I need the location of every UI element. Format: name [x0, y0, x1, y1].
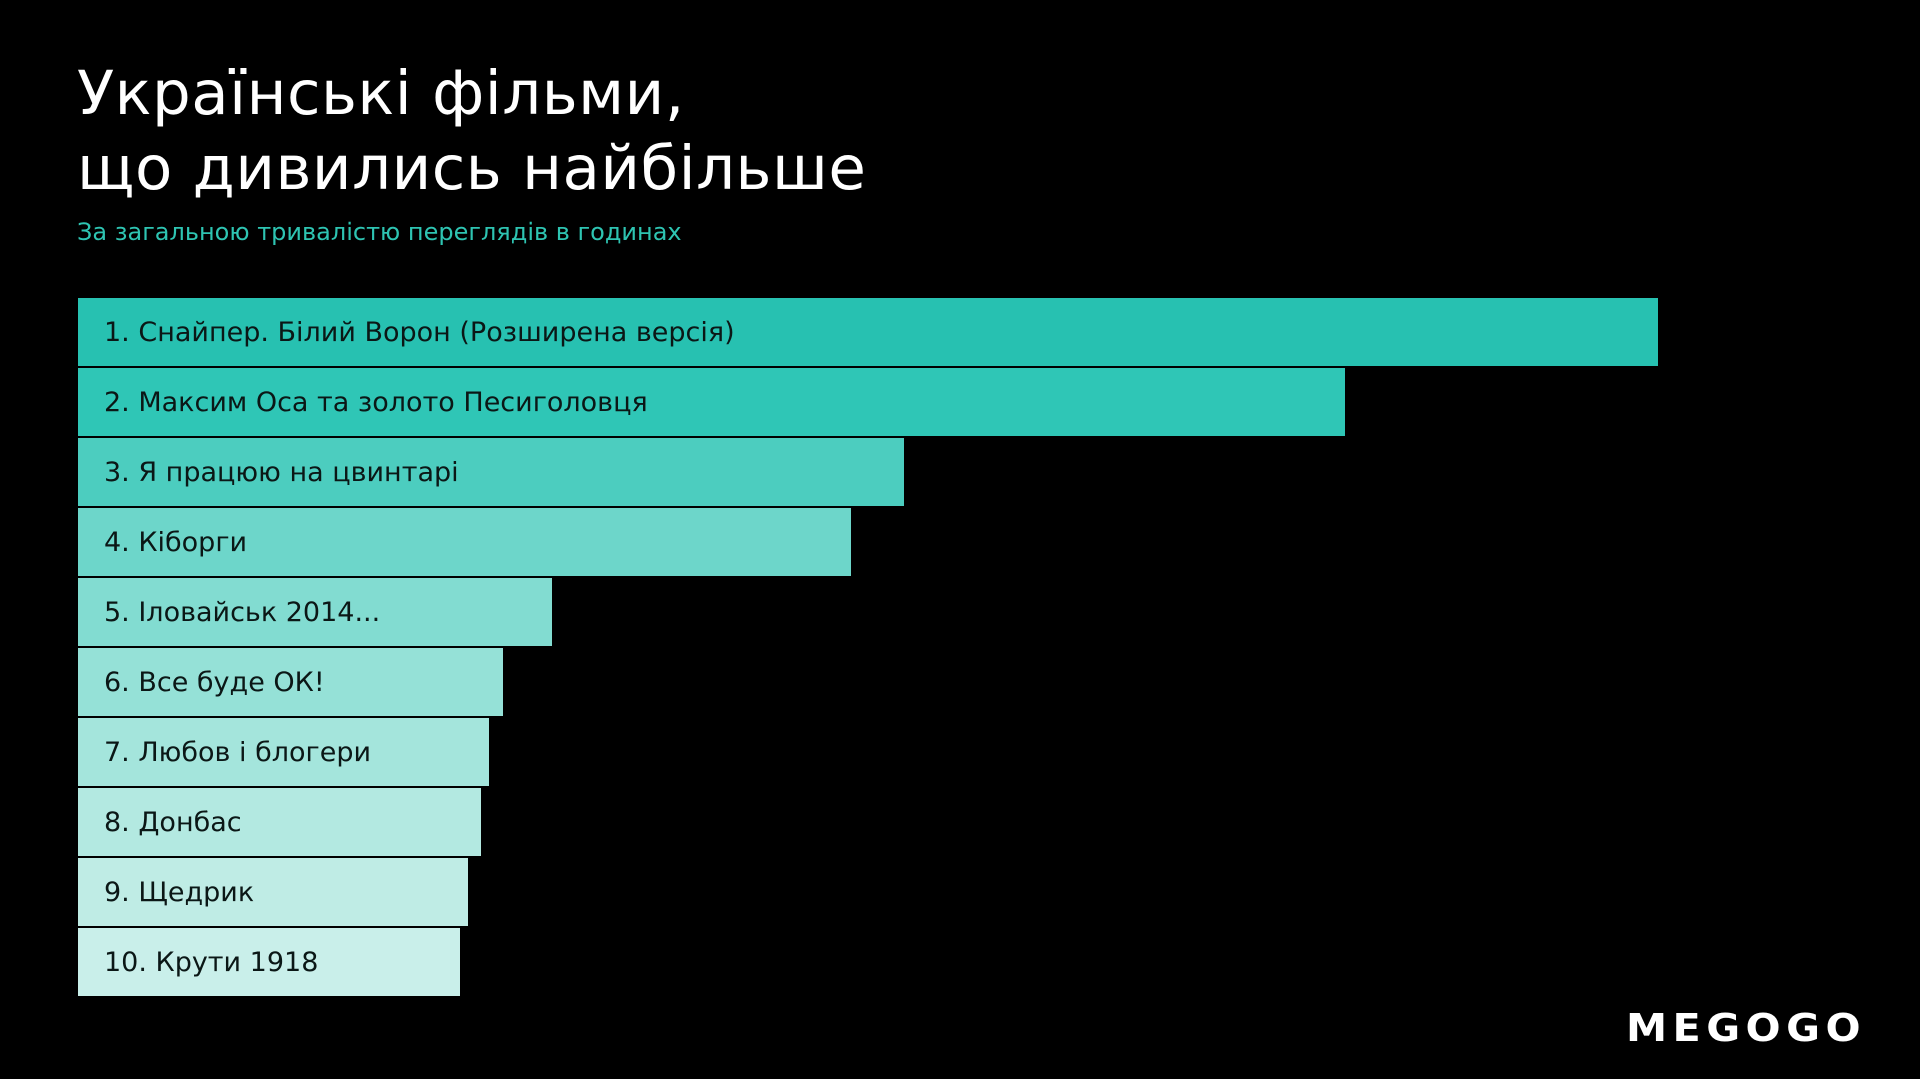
bar-10: 10. Крути 1918 — [78, 928, 460, 996]
bar-6: 6. Все буде ОК! — [78, 648, 503, 716]
chart-title: Українські фільми, що дивились найбільше — [77, 56, 866, 206]
bar-3: 3. Я працюю на цвинтарі — [78, 438, 904, 506]
bar-label-6: 6. Все буде ОК! — [104, 666, 325, 698]
bar-label-1: 1. Снайпер. Білий Ворон (Розширена версі… — [104, 316, 735, 348]
bar-label-2: 2. Максим Оса та золото Песиголовця — [104, 386, 648, 418]
bar-label-8: 8. Донбас — [104, 806, 242, 838]
bar-5: 5. Іловайськ 2014... — [78, 578, 552, 646]
bar-1: 1. Снайпер. Білий Ворон (Розширена версі… — [78, 298, 1658, 366]
bar-8: 8. Донбас — [78, 788, 481, 856]
bar-9: 9. Щедрик — [78, 858, 468, 926]
bar-label-9: 9. Щедрик — [104, 876, 255, 908]
megogo-logo-text: MEGOGO — [1626, 1006, 1866, 1050]
bar-label-5: 5. Іловайськ 2014... — [104, 596, 381, 628]
bar-label-3: 3. Я працюю на цвинтарі — [104, 456, 459, 488]
bar-chart: 1. Снайпер. Білий Ворон (Розширена версі… — [78, 0, 1678, 1079]
bar-4: 4. Кіборги — [78, 508, 851, 576]
bar-2: 2. Максим Оса та золото Песиголовця — [78, 368, 1345, 436]
bar-7: 7. Любов і блогери — [78, 718, 489, 786]
chart-title-line-2: що дивились найбільше — [77, 133, 867, 204]
bar-label-10: 10. Крути 1918 — [104, 946, 319, 978]
bar-label-7: 7. Любов і блогери — [104, 736, 372, 768]
chart-subtitle: За загальною тривалістю переглядів в год… — [77, 218, 682, 246]
megogo-logo: MEGOGO — [1626, 1006, 1866, 1050]
bar-label-4: 4. Кіборги — [104, 526, 248, 558]
chart-title-line-1: Українські фільми, — [77, 58, 685, 129]
